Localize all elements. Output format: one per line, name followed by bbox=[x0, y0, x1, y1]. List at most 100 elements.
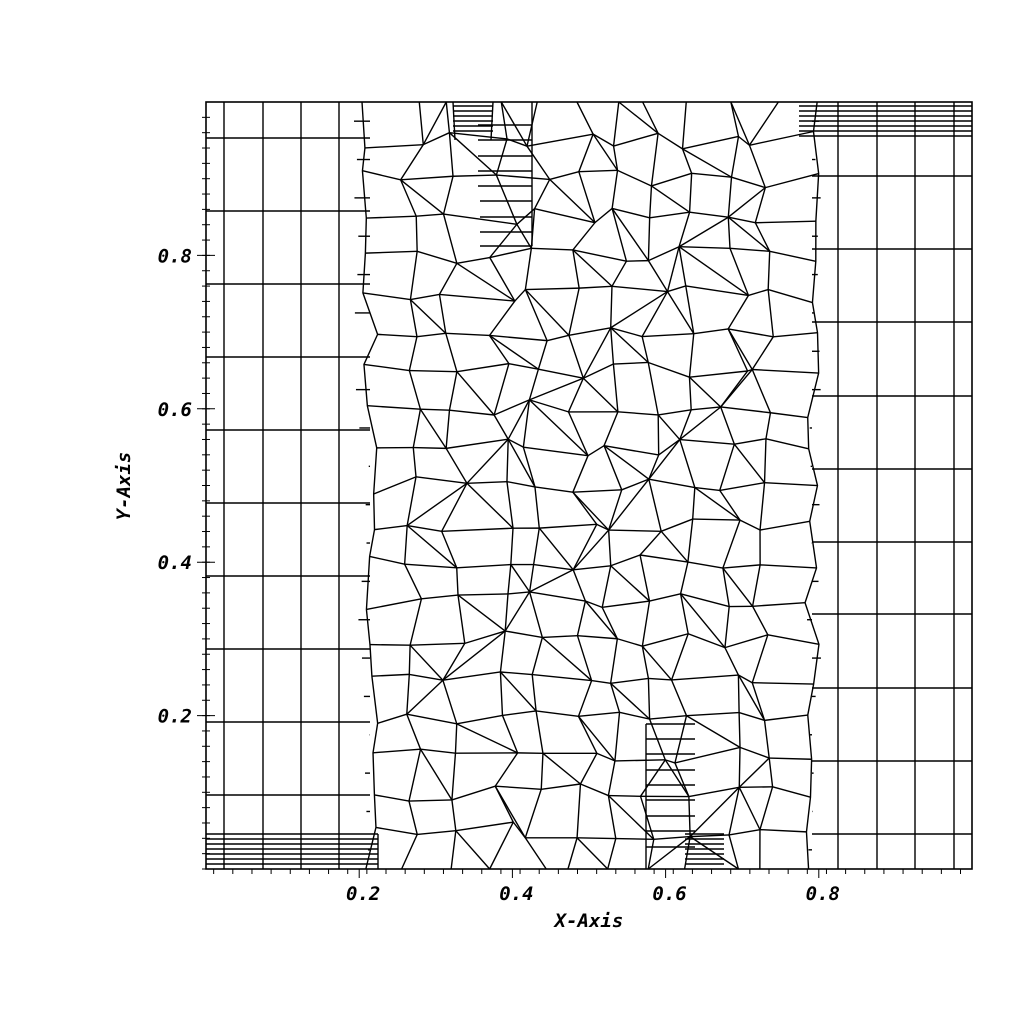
mesh-edge bbox=[642, 633, 689, 647]
mesh-edge bbox=[610, 677, 649, 684]
mesh-edge bbox=[760, 564, 817, 569]
mesh-edge bbox=[466, 438, 509, 484]
mesh-edge bbox=[572, 529, 610, 571]
mesh-edge bbox=[618, 101, 659, 134]
mesh-edge bbox=[572, 249, 627, 262]
mesh-edge bbox=[400, 175, 454, 181]
mesh-edge bbox=[457, 594, 506, 632]
mesh-edge bbox=[610, 554, 641, 567]
mesh-edge bbox=[686, 711, 740, 717]
mesh-edge bbox=[367, 405, 421, 410]
mesh-edge bbox=[374, 794, 410, 802]
mesh-edge bbox=[533, 563, 574, 571]
mesh-edge bbox=[603, 444, 659, 456]
mesh-edge bbox=[603, 445, 650, 480]
mesh-edge bbox=[406, 524, 458, 569]
mesh-edge bbox=[525, 287, 580, 291]
mesh-edge bbox=[442, 630, 506, 681]
mesh-edge bbox=[678, 216, 729, 248]
mesh-edge bbox=[689, 836, 739, 870]
x-tick-label: 0.6 bbox=[652, 883, 686, 905]
mesh-edge bbox=[464, 630, 506, 645]
mesh-edge bbox=[690, 834, 730, 838]
mesh-edge bbox=[734, 438, 767, 445]
mesh-edge bbox=[542, 634, 578, 639]
mesh-edge bbox=[494, 785, 526, 839]
mesh-edge bbox=[456, 723, 518, 754]
mesh-edge bbox=[664, 759, 690, 797]
mesh-edge bbox=[456, 714, 503, 725]
mesh-edge bbox=[587, 445, 605, 457]
mesh-edge bbox=[529, 399, 569, 413]
mesh-edge bbox=[364, 143, 424, 149]
mesh-edge bbox=[730, 101, 751, 146]
mesh-lines bbox=[206, 101, 972, 870]
mesh-edge bbox=[582, 377, 619, 413]
mesh-edge bbox=[769, 757, 812, 760]
mesh-edge bbox=[727, 187, 766, 218]
mesh-edge bbox=[752, 602, 806, 607]
mesh-edge bbox=[496, 174, 550, 181]
mesh-edge bbox=[678, 246, 749, 296]
mesh-edge bbox=[688, 786, 740, 798]
mesh-edge bbox=[648, 478, 695, 489]
mesh-edge bbox=[720, 406, 771, 414]
mesh-edge bbox=[576, 837, 609, 870]
mesh-edge bbox=[546, 334, 570, 342]
mesh-edge bbox=[653, 835, 691, 841]
x-tick-label: 0.4 bbox=[499, 883, 533, 905]
mesh-edge bbox=[648, 361, 690, 378]
mesh-edge bbox=[366, 598, 422, 611]
mesh-edge bbox=[534, 207, 596, 224]
mesh-edge bbox=[727, 328, 753, 370]
mesh-edge bbox=[362, 292, 411, 301]
mesh-edge bbox=[516, 208, 536, 225]
mesh-edge bbox=[748, 288, 769, 297]
mesh-edge bbox=[456, 563, 511, 569]
mesh-edge bbox=[693, 328, 729, 335]
mesh-edge bbox=[682, 135, 739, 150]
mesh-edge bbox=[658, 409, 692, 416]
mesh-edge bbox=[538, 527, 574, 571]
mesh-edge bbox=[577, 837, 616, 840]
mesh-edge bbox=[538, 368, 584, 379]
mesh-edge bbox=[660, 530, 689, 563]
mesh-edge bbox=[416, 250, 458, 265]
mesh-edge bbox=[407, 524, 442, 533]
mesh-edge bbox=[456, 371, 495, 416]
mesh-edge bbox=[362, 170, 401, 181]
mesh-edge bbox=[691, 172, 732, 178]
mesh-edge bbox=[419, 408, 447, 449]
mesh-edge bbox=[611, 208, 649, 262]
mesh-edge bbox=[372, 748, 421, 754]
mesh-edge bbox=[738, 757, 770, 788]
mesh-edge bbox=[679, 406, 722, 441]
mesh-edge bbox=[534, 486, 573, 493]
mesh-edge bbox=[687, 561, 724, 569]
mesh-edge bbox=[728, 216, 756, 224]
mesh-edge bbox=[541, 783, 581, 790]
mesh-edge bbox=[648, 439, 681, 480]
mesh-edge bbox=[719, 481, 765, 492]
mesh-edge bbox=[666, 246, 680, 292]
mesh-edge bbox=[416, 213, 444, 217]
mesh-edge bbox=[446, 438, 509, 450]
mesh-edge bbox=[584, 600, 618, 640]
mesh-edge bbox=[639, 554, 688, 563]
mesh-edge bbox=[572, 249, 613, 287]
mesh-edge bbox=[608, 529, 662, 533]
mesh-edge bbox=[619, 711, 650, 720]
mesh-edge bbox=[400, 179, 444, 215]
mesh-edge bbox=[724, 634, 769, 649]
mesh-edge bbox=[767, 288, 813, 304]
mesh-edge bbox=[649, 211, 690, 219]
mesh-edge bbox=[442, 671, 501, 681]
mesh-edge bbox=[413, 446, 447, 450]
mesh-edge bbox=[617, 638, 643, 647]
mesh-edge bbox=[674, 746, 741, 764]
mesh-edge bbox=[532, 673, 592, 682]
mesh-edge bbox=[406, 679, 444, 715]
x-tick-label: 0.2 bbox=[346, 883, 380, 905]
mesh-edge bbox=[680, 593, 726, 649]
mesh-edge bbox=[642, 332, 694, 338]
